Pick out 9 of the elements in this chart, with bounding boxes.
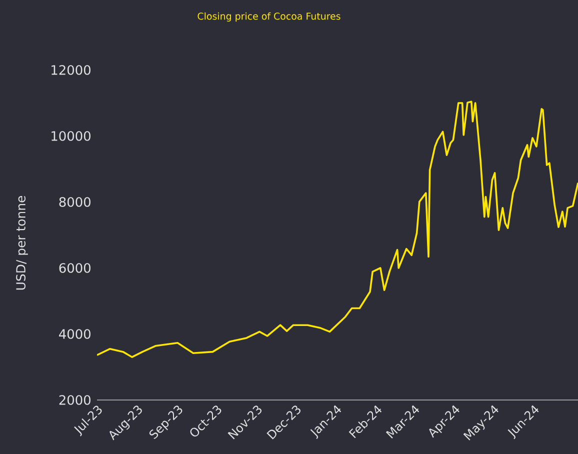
- line-series: [97, 100, 578, 358]
- y-axis-title: USD/ per tonne: [16, 196, 28, 290]
- y-tick-label: 6000: [59, 263, 90, 273]
- y-tick-label: 4000: [59, 329, 90, 339]
- chart-title: Closing price of Cocoa Futures: [198, 12, 340, 22]
- y-tick-label: 2000: [59, 395, 90, 405]
- y-tick-label: 8000: [59, 197, 90, 207]
- y-tick-label: 12000: [52, 65, 90, 75]
- y-tick-label: 10000: [52, 131, 90, 141]
